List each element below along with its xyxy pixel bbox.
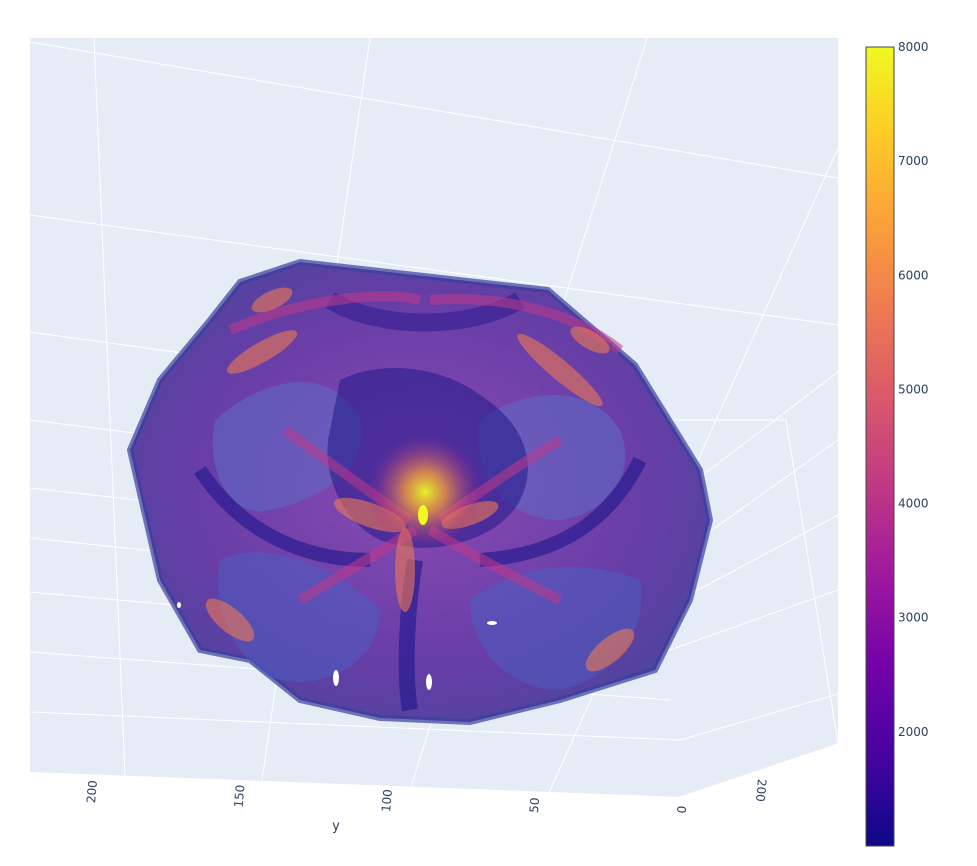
- y-axis-tick-label: 200: [84, 780, 100, 804]
- secondary-axis-tick-label: 200: [753, 778, 769, 802]
- volume-trace[interactable]: [126, 258, 714, 726]
- y-axis-tick-label: 50: [527, 797, 542, 813]
- colorbar-gradient: [865, 46, 895, 847]
- y-axis-ticks: 200 150 100 50 0: [84, 780, 689, 814]
- colorbar-tick-label: 3000: [898, 611, 929, 625]
- colorbar-tick-label: 6000: [898, 268, 929, 282]
- y-axis-tick-label: 0: [675, 805, 690, 814]
- volume-core-peak: [418, 505, 428, 525]
- volume-dark-arc-left: [194, 466, 371, 567]
- secondary-axis-ticks: 200: [753, 778, 769, 802]
- volume-dark-top-arc: [325, 292, 525, 332]
- volume-lower-left-lobe: [218, 552, 380, 682]
- volume-left-lobe: [212, 382, 362, 512]
- colorbar: 2000 3000 4000 5000 6000 7000 8000: [865, 40, 929, 847]
- colorbar-tick-label: 5000: [898, 382, 929, 396]
- y-axis-tick-label: 150: [232, 784, 248, 808]
- volume-core-glow: [367, 434, 483, 550]
- scene: 200 150 100 50 0 y 200: [29, 37, 839, 834]
- colorbar-tick-label: 2000: [898, 725, 929, 739]
- colorbar-ticks: 2000 3000 4000 5000 6000 7000 8000: [898, 40, 929, 739]
- colorbar-tick-label: 4000: [898, 497, 929, 511]
- volume-dark-arc-right: [479, 456, 647, 567]
- colorbar-tick-label: 8000: [898, 40, 929, 54]
- colorbar-tick-label: 7000: [898, 154, 929, 168]
- y-axis-tick-label: 100: [379, 789, 395, 813]
- volume-holes: [177, 602, 497, 690]
- y-axis-title: y: [332, 819, 340, 834]
